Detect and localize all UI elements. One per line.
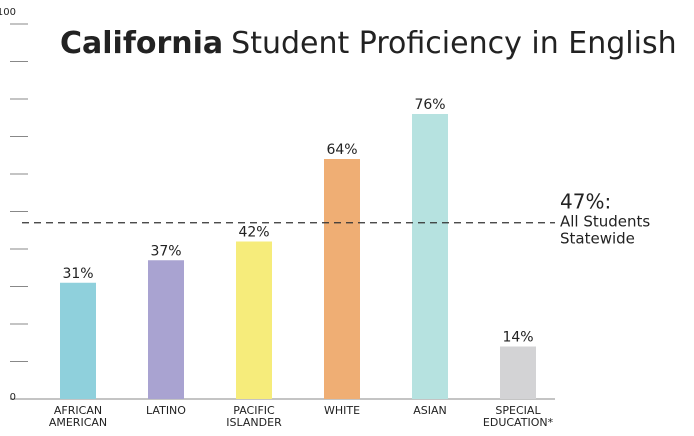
x-tick-label: WHITE: [323, 404, 361, 417]
value-label: 42%: [238, 225, 269, 241]
reference-text: All Students: [560, 212, 650, 230]
value-label: 76%: [414, 97, 445, 113]
reference-label: 47%:: [560, 189, 611, 213]
value-label: 37%: [150, 243, 181, 259]
bar: [148, 260, 184, 399]
y-tick-label: 0: [10, 392, 16, 403]
bar: [324, 159, 360, 399]
x-tick-label: SPECIAL EDUCATION*: [482, 404, 554, 429]
x-tick-label: ASIAN: [413, 404, 447, 417]
bar: [412, 114, 448, 399]
y-tick-label: 100: [0, 7, 16, 18]
value-label: 31%: [62, 266, 93, 282]
x-tick-label: AFRICAN AMERICAN: [48, 404, 108, 429]
value-label: 14%: [502, 330, 533, 346]
bar: [60, 282, 96, 399]
bar: [500, 346, 536, 399]
x-tick-label: PACIFIC ISLANDER: [226, 404, 282, 429]
reference-text: Statewide: [560, 229, 635, 247]
title-rest: Student Proficiency in English: [231, 26, 676, 61]
bar: [236, 241, 272, 399]
chart-title: California Student Proficiency in English: [60, 26, 677, 61]
x-tick-label: LATINO: [146, 404, 186, 417]
value-label: 64%: [326, 142, 357, 158]
title-bold: California: [60, 26, 223, 61]
